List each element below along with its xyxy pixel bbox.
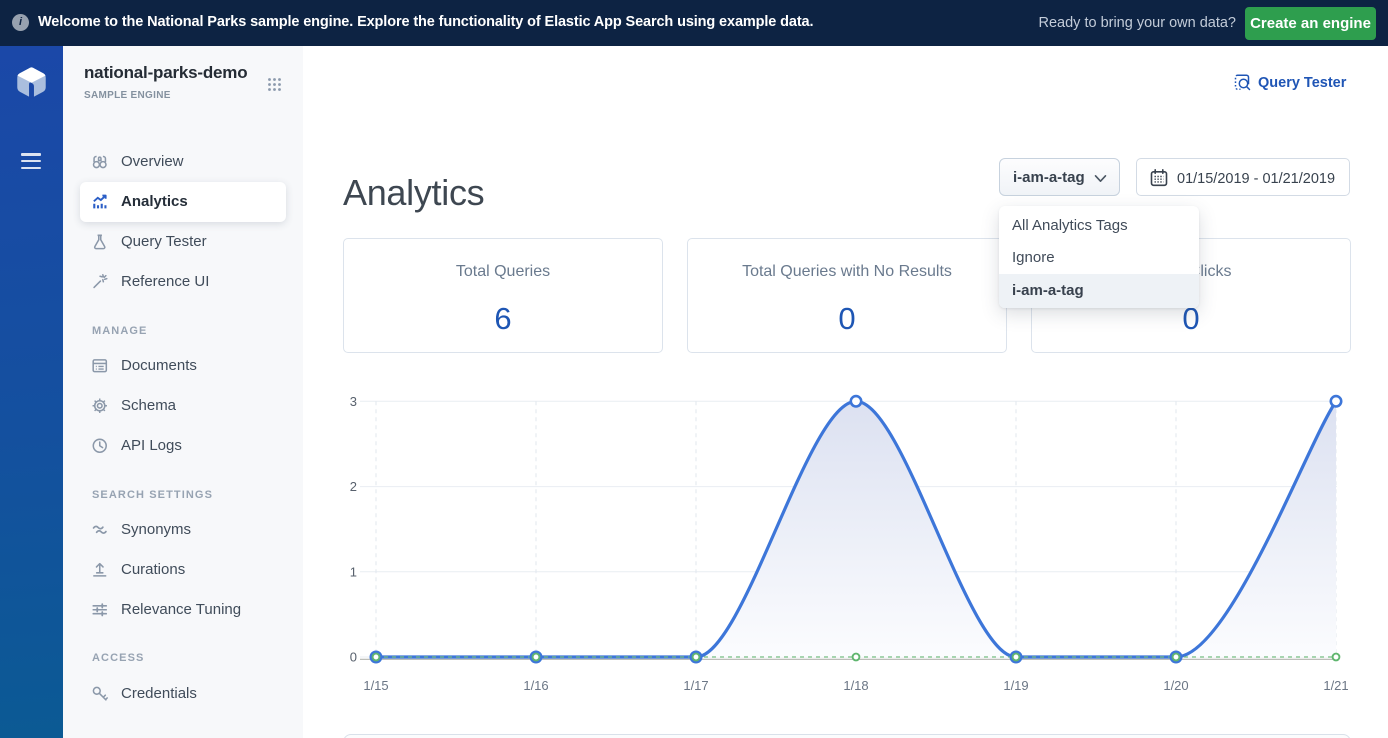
svg-text:1/15: 1/15 (363, 678, 388, 693)
svg-text:1/18: 1/18 (843, 678, 868, 693)
svg-text:3: 3 (350, 394, 357, 409)
svg-text:1/21: 1/21 (1323, 678, 1348, 693)
svg-text:1/17: 1/17 (683, 678, 708, 693)
svg-text:1/16: 1/16 (523, 678, 548, 693)
svg-text:1/20: 1/20 (1163, 678, 1188, 693)
svg-text:1: 1 (350, 564, 357, 579)
svg-text:2: 2 (350, 479, 357, 494)
svg-text:0: 0 (350, 650, 357, 665)
svg-text:1/19: 1/19 (1003, 678, 1028, 693)
